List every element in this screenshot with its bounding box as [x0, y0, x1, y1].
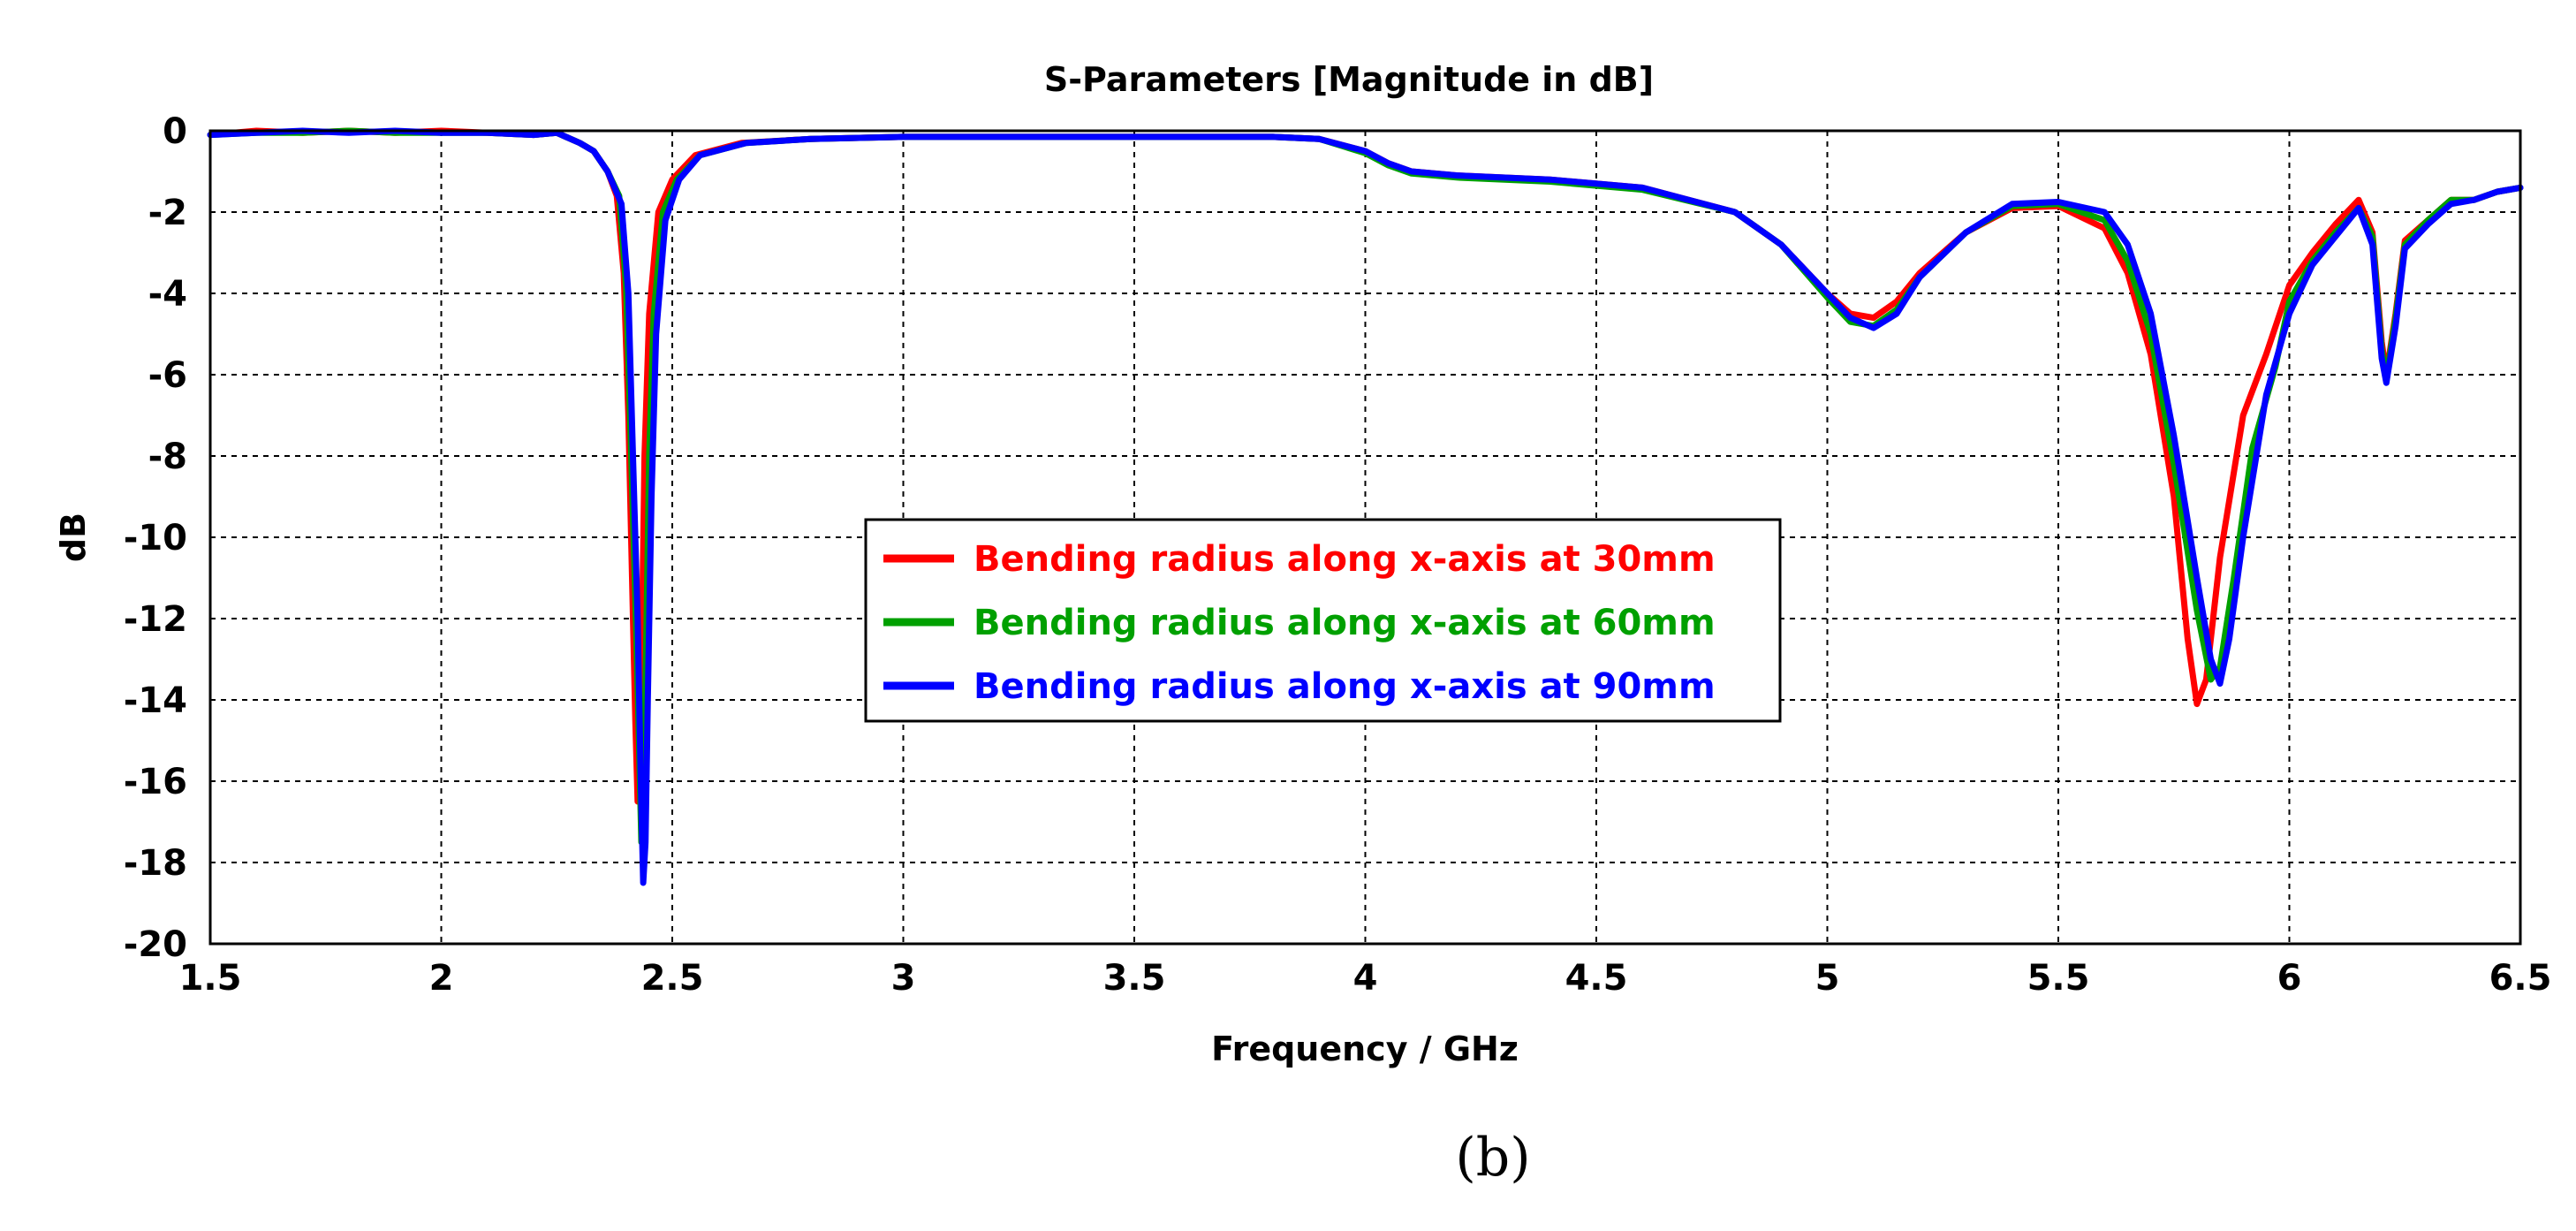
y-tick-label: -8: [148, 437, 187, 477]
x-tick-label: 1.5: [179, 958, 242, 999]
y-tick-label: -14: [124, 680, 187, 721]
y-tick-label: -6: [148, 355, 187, 396]
x-tick-label: 2: [429, 958, 454, 999]
series-line-3: [207, 127, 2524, 886]
y-tick-label: 0: [163, 111, 187, 152]
chart-title: S-Parameters [Magnitude in dB]: [1044, 60, 1654, 99]
x-axis-title: Frequency / GHz: [1211, 1030, 1519, 1068]
y-tick-label: -20: [124, 924, 187, 965]
legend-label-2: Bending radius along x-axis at 60mm: [974, 603, 1716, 643]
x-tick-label: 5: [1815, 958, 1840, 999]
x-tick-label: 2.5: [641, 958, 704, 999]
series-lines: [207, 127, 2524, 886]
x-tick-label: 6: [2277, 958, 2302, 999]
figure-caption: (b): [1455, 1127, 1530, 1189]
x-tick-label: 4.5: [1565, 958, 1628, 999]
y-tick-label: -4: [148, 274, 187, 315]
legend: Bending radius along x-axis at 30mm Bendi…: [864, 518, 1782, 723]
x-tick-label: 3.5: [1103, 958, 1166, 999]
x-tick-label: 3: [891, 958, 916, 999]
y-tick-labels: 0 -2 -4 -6 -8 -10 -12 -14 -16 -18 -20: [124, 111, 187, 965]
y-tick-label: -10: [124, 518, 187, 559]
legend-label-1: Bending radius along x-axis at 30mm: [974, 539, 1716, 580]
y-tick-label: -16: [124, 762, 187, 802]
x-tick-label: 4: [1353, 958, 1378, 999]
y-tick-label: -12: [124, 599, 187, 640]
y-tick-label: -2: [148, 193, 187, 233]
x-tick-label: 5.5: [2027, 958, 2090, 999]
y-tick-label: -18: [124, 843, 187, 884]
x-tick-labels: 1.5 2 2.5 3 3.5 4 4.5 5 5.5 6 6.5: [179, 958, 2552, 999]
plot-frame: [208, 129, 2522, 946]
y-axis-title: dB: [54, 513, 93, 562]
x-tick-label: 6.5: [2489, 958, 2552, 999]
legend-label-3: Bending radius along x-axis at 90mm: [974, 666, 1716, 707]
legend-box: [864, 518, 1782, 723]
